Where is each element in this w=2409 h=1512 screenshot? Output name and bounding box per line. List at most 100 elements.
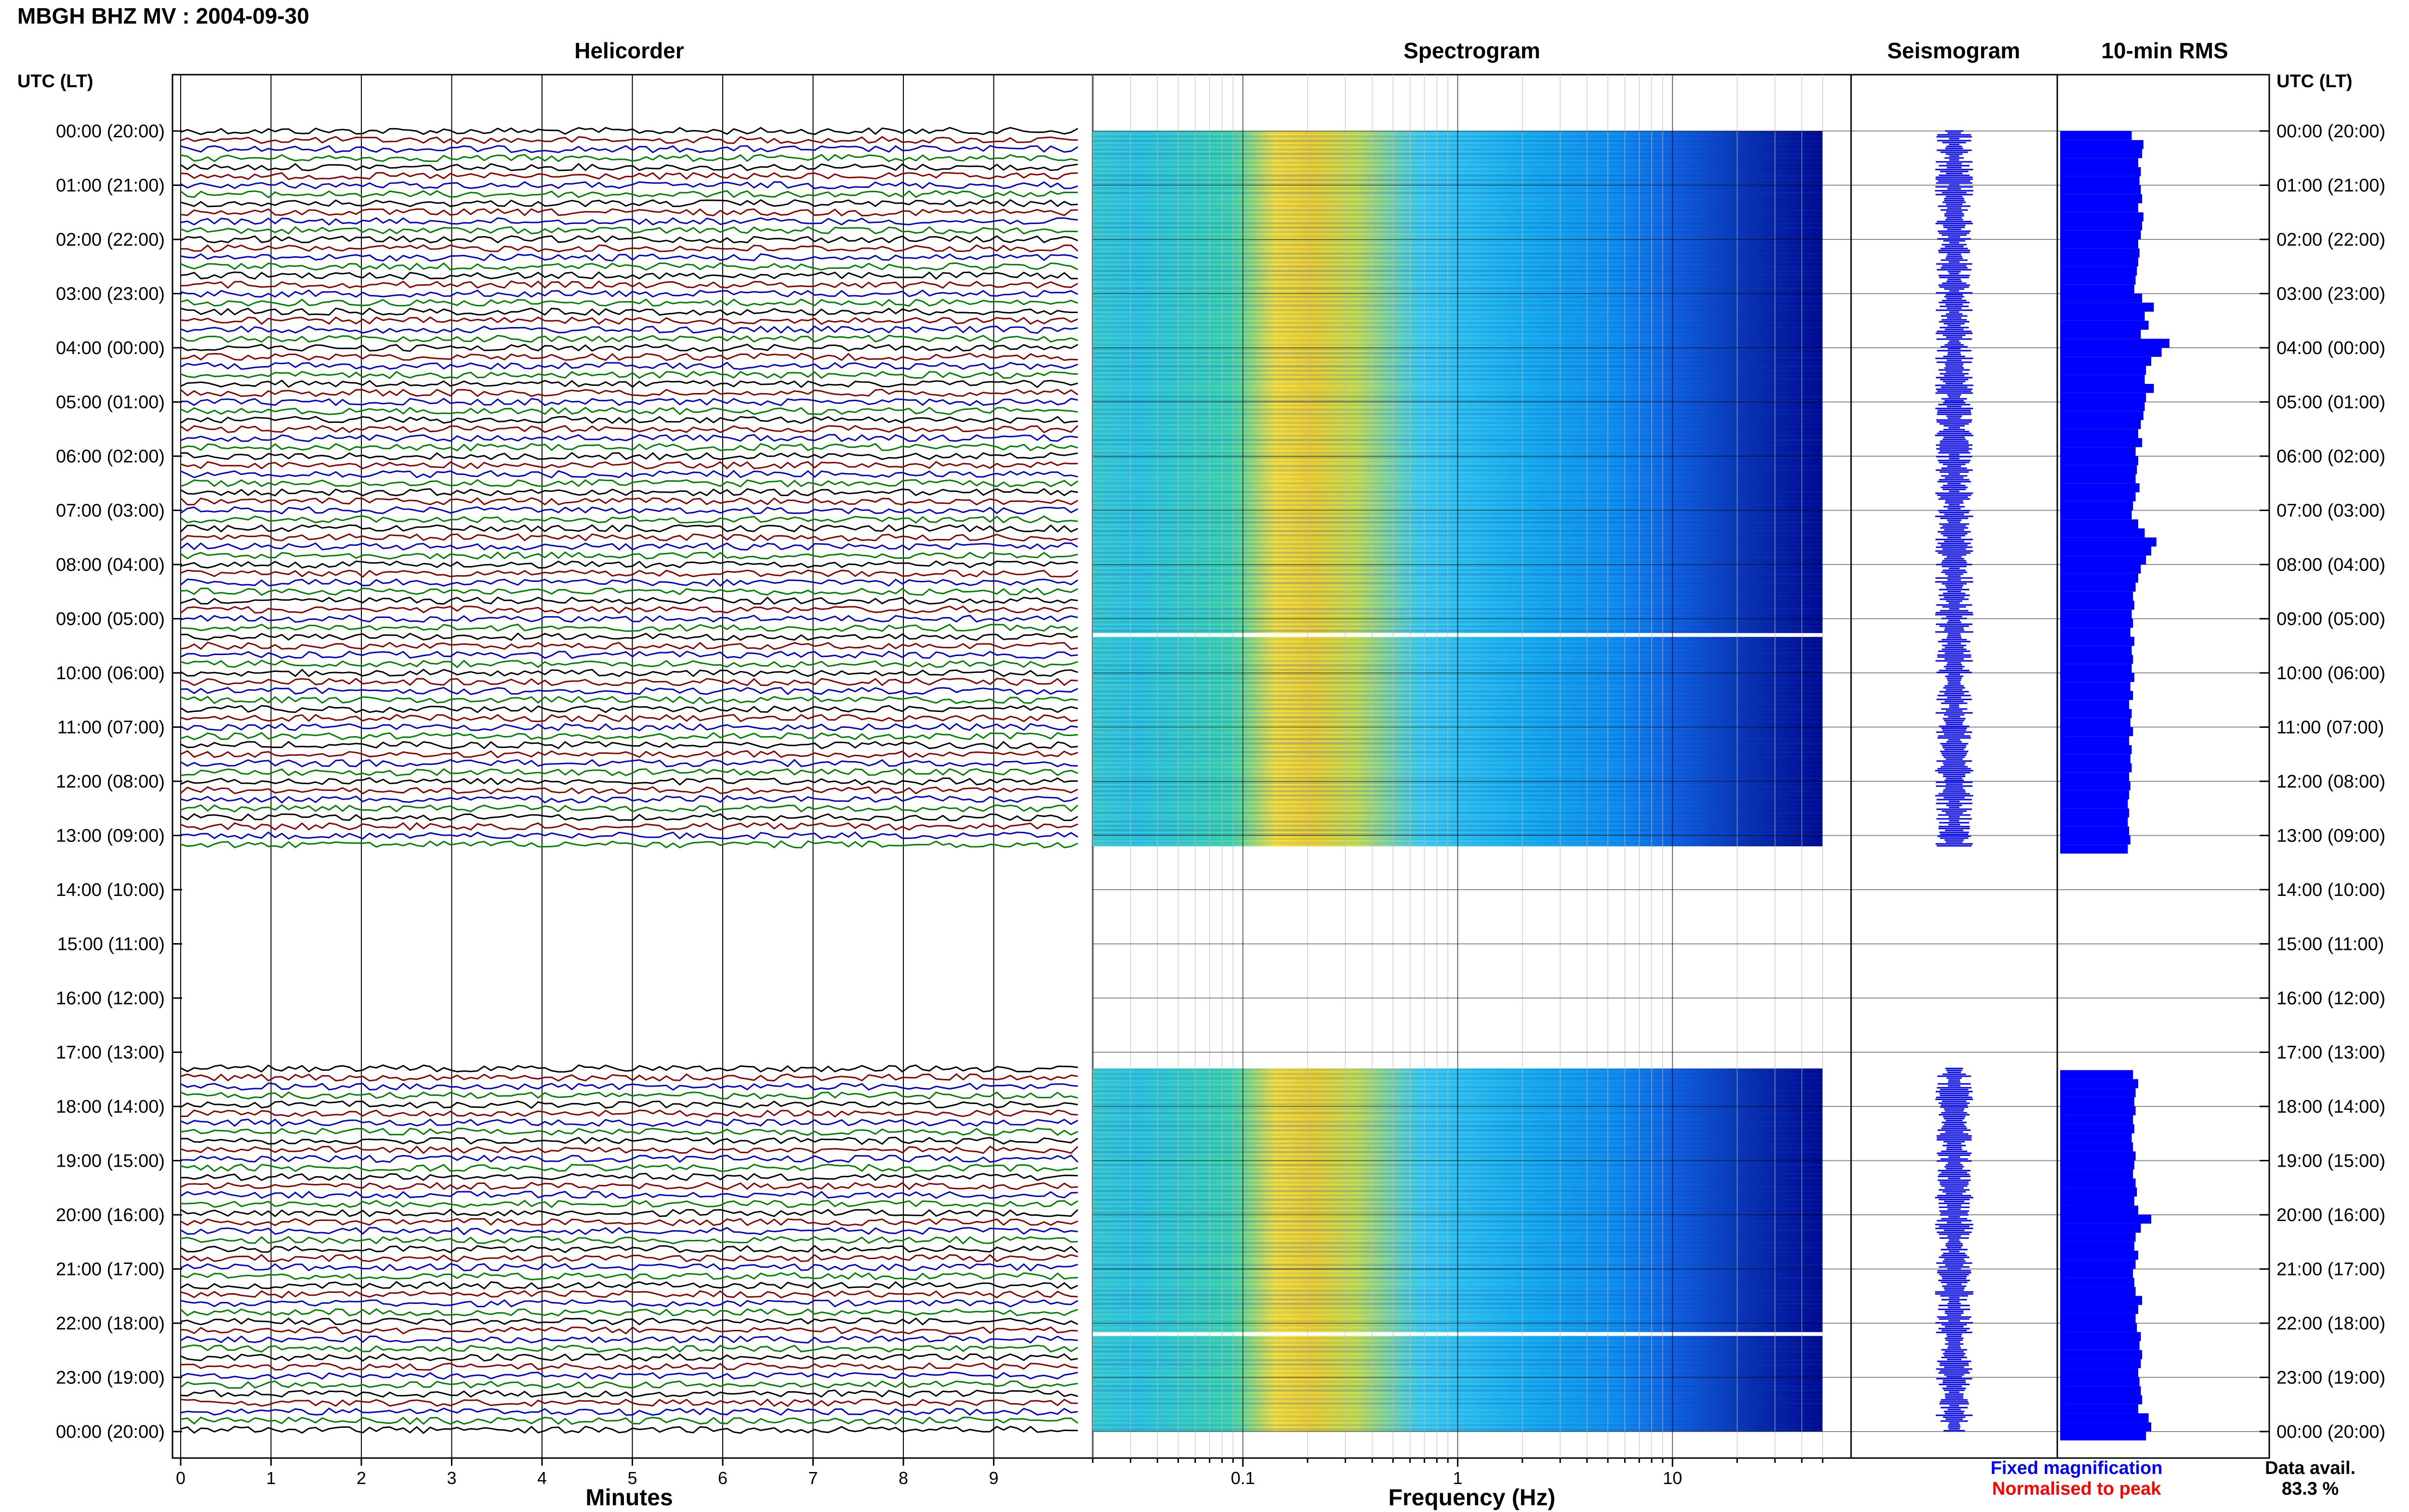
rms-bar (2060, 1241, 2134, 1251)
rms-bar (2060, 1178, 2136, 1188)
spectrogram-xlabel: Frequency (Hz) (1388, 1485, 1556, 1511)
time-label-left: 12:00 (08:00) (56, 772, 165, 792)
rms-bar (2060, 745, 2132, 754)
rms-bar (2060, 727, 2133, 736)
time-label-left: 00:00 (20:00) (56, 1422, 165, 1442)
time-label-right: 16:00 (12:00) (2277, 988, 2385, 1009)
time-label-right: 00:00 (20:00) (2277, 121, 2385, 142)
helicorder-trace (180, 136, 1078, 145)
rms-bar (2060, 826, 2130, 836)
time-label-left: 07:00 (03:00) (56, 501, 165, 521)
rms-bar (2060, 456, 2138, 465)
rms-bar (2060, 501, 2133, 511)
rms-bar (2060, 1106, 2136, 1116)
time-label-left: 08:00 (04:00) (56, 555, 165, 575)
seismogram-trace (1935, 1067, 1973, 1432)
rms-bar (2060, 754, 2131, 763)
rms-bar (2060, 1214, 2151, 1224)
rms-bar (2060, 1377, 2140, 1386)
helicorder-trace (180, 461, 1078, 470)
helicorder-tick-label: 5 (627, 1468, 637, 1488)
helicorder-trace (180, 840, 1078, 849)
rms-frame (2056, 74, 2270, 1459)
rms-bar (2060, 528, 2145, 538)
helicorder-trace (180, 669, 1078, 677)
helicorder-trace (180, 533, 1078, 542)
helicorder-trace (180, 1209, 1079, 1218)
rms-bar (2060, 212, 2144, 222)
helicorder-trace (180, 1128, 1078, 1136)
helicorder-trace (180, 253, 1078, 262)
rms-bar (2060, 609, 2132, 619)
page-title: MBGH BHZ MV : 2004-09-30 (17, 3, 309, 28)
rms-bar (2060, 664, 2132, 673)
helicorder-trace (180, 334, 1078, 343)
rms-bar (2060, 203, 2138, 212)
helicorder-trace (180, 181, 1078, 190)
time-label-right: 06:00 (02:00) (2277, 447, 2385, 467)
rms-bar (2060, 781, 2131, 790)
helicorder-trace (180, 1227, 1078, 1236)
frequency-tick-label: 0.1 (1231, 1468, 1255, 1488)
helicorder-trace (180, 1380, 1078, 1389)
rms-title: 10-min RMS (2101, 38, 2228, 63)
rms-bar (2060, 1151, 2136, 1161)
helicorder-trace (180, 127, 1078, 135)
helicorder-trace (180, 1082, 1078, 1091)
time-label-right: 01:00 (21:00) (2277, 176, 2385, 196)
helicorder-trace (180, 316, 1078, 325)
rms-bar (2060, 1070, 2133, 1079)
rms-bar (2060, 1422, 2151, 1432)
time-label-left: 17:00 (13:00) (56, 1043, 165, 1063)
helicorder-trace (180, 759, 1078, 767)
rms-bar (2060, 1395, 2143, 1405)
helicorder-trace (180, 1398, 1078, 1407)
helicorder-trace (180, 1425, 1078, 1434)
rms-bar (2060, 293, 2143, 303)
rms-bar (2060, 248, 2140, 258)
helicorder-trace (180, 163, 1078, 171)
rms-bar (2060, 1205, 2138, 1215)
rms-bar (2060, 844, 2128, 854)
helicorder-trace (180, 560, 1078, 569)
helicorder-tick-label: 2 (357, 1468, 366, 1488)
rms-bar (2060, 601, 2134, 610)
legend-normalised-to-peak: Normalised to peak (1992, 1479, 2161, 1499)
rms-bar (2060, 1187, 2137, 1197)
rms-bar (2060, 1097, 2134, 1106)
time-label-right: 09:00 (05:00) (2277, 609, 2385, 630)
rms-bar (2060, 194, 2143, 204)
rms-bar (2060, 691, 2133, 700)
helicorder-trace (180, 1163, 1078, 1172)
helicorder-trace (180, 362, 1078, 370)
helicorder-trace (180, 777, 1078, 786)
helicorder-trace (180, 1064, 1078, 1073)
time-label-right: 13:00 (09:00) (2277, 826, 2385, 846)
time-label-right: 19:00 (15:00) (2277, 1151, 2385, 1171)
legend-fixed-magnification: Fixed magnification (1990, 1458, 2163, 1478)
helicorder-trace (180, 786, 1078, 795)
spectrogram-title: Spectrogram (1403, 38, 1540, 63)
frequency-tick-label: 1 (1453, 1468, 1462, 1488)
time-label-left: 05:00 (01:00) (56, 393, 165, 413)
helicorder-trace (180, 289, 1078, 298)
helicorder-trace (180, 615, 1078, 623)
rms-bar (2060, 655, 2133, 664)
rms-bar (2060, 1142, 2133, 1152)
time-label-left: 13:00 (09:00) (56, 826, 165, 846)
rms-bar (2060, 1079, 2138, 1089)
time-label-left: 01:00 (21:00) (56, 176, 165, 196)
helicorder-trace (180, 226, 1078, 235)
helicorder-trace (180, 1299, 1078, 1308)
helicorder-trace (180, 1218, 1078, 1226)
helicorder-trace (180, 732, 1078, 740)
rms-bar (2060, 637, 2134, 646)
helicorder-trace (180, 714, 1078, 723)
time-label-left: 22:00 (18:00) (56, 1314, 165, 1334)
helicorder-tick-label: 1 (266, 1468, 276, 1488)
time-label-right: 02:00 (22:00) (2277, 230, 2385, 250)
helicorder-trace (180, 235, 1078, 244)
time-label-left: 00:00 (20:00) (56, 121, 165, 142)
rms-bar (2060, 763, 2132, 773)
time-label-left: 14:00 (10:00) (56, 880, 165, 900)
